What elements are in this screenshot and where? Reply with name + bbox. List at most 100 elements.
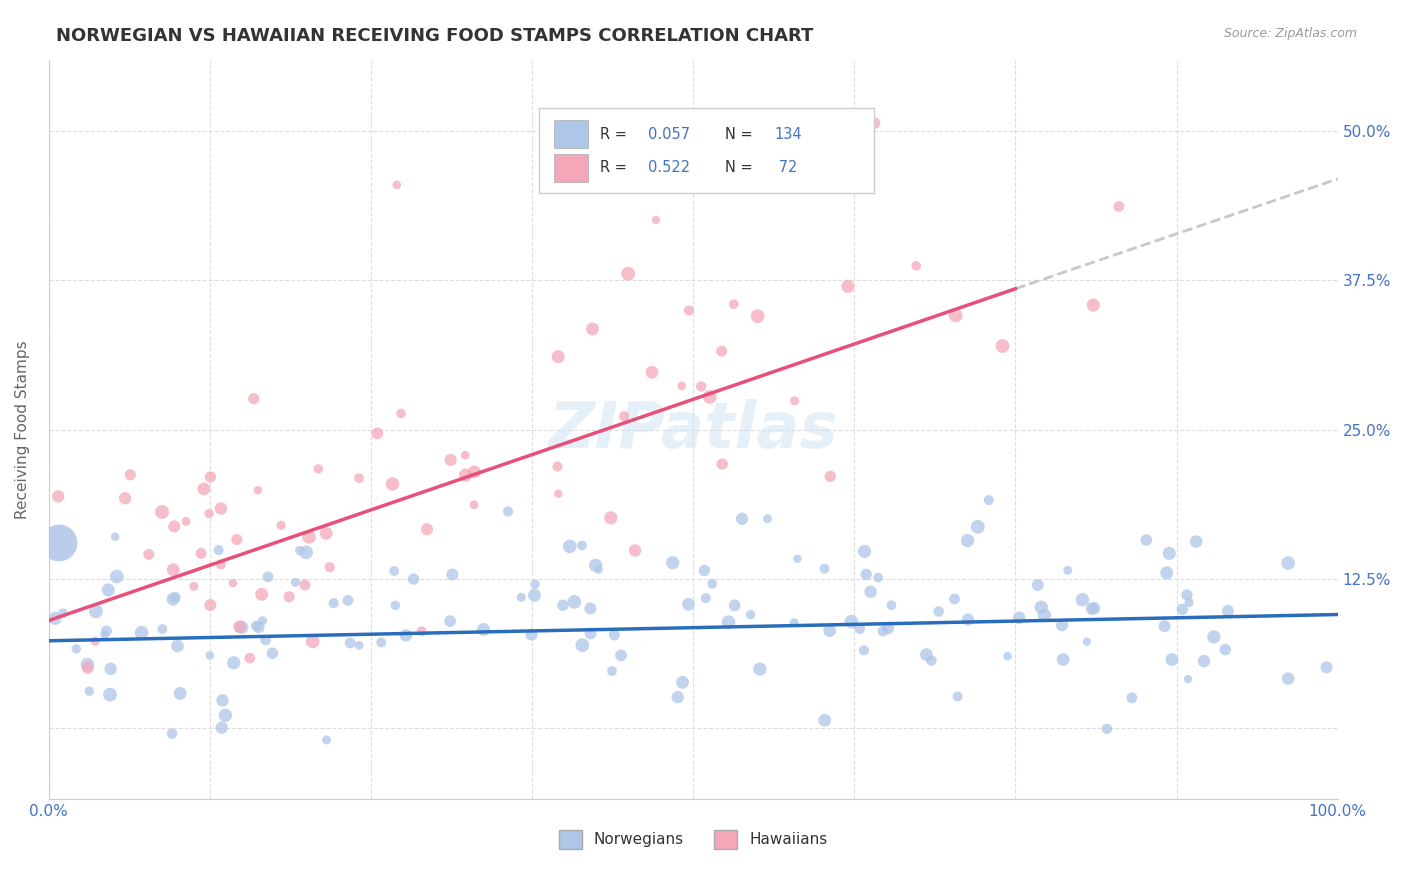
Point bbox=[1076, 634, 1098, 648]
Point bbox=[966, 520, 988, 534]
Point bbox=[1315, 660, 1337, 674]
Point bbox=[138, 548, 160, 562]
Point bbox=[254, 633, 277, 648]
Point bbox=[105, 569, 128, 583]
Point bbox=[381, 477, 404, 491]
Point bbox=[977, 493, 1000, 508]
Point bbox=[997, 649, 1019, 664]
Point bbox=[200, 598, 222, 612]
Point bbox=[84, 634, 107, 648]
Point bbox=[257, 570, 280, 584]
Point bbox=[120, 467, 142, 482]
Point bbox=[246, 483, 269, 498]
Point bbox=[76, 661, 98, 675]
Point bbox=[915, 648, 938, 662]
Point bbox=[98, 688, 121, 702]
Point bbox=[150, 505, 173, 519]
Point bbox=[463, 465, 485, 479]
Point bbox=[336, 593, 359, 607]
Point bbox=[284, 575, 307, 590]
Point bbox=[523, 577, 546, 591]
Point bbox=[624, 543, 647, 558]
Point bbox=[319, 560, 342, 574]
Point bbox=[174, 515, 197, 529]
Point bbox=[441, 567, 464, 582]
Point bbox=[416, 522, 439, 536]
Point bbox=[852, 643, 875, 657]
Point bbox=[472, 623, 495, 637]
Point bbox=[641, 365, 664, 379]
Point bbox=[723, 297, 745, 311]
Text: Source: ZipAtlas.com: Source: ZipAtlas.com bbox=[1223, 27, 1357, 40]
Point bbox=[193, 482, 215, 496]
Point bbox=[370, 635, 392, 649]
Point bbox=[104, 530, 127, 544]
Point bbox=[678, 597, 700, 611]
Point bbox=[1192, 654, 1215, 668]
Point bbox=[841, 615, 863, 629]
Point bbox=[710, 344, 733, 359]
Point bbox=[1052, 652, 1074, 666]
Point bbox=[859, 584, 882, 599]
Point bbox=[1216, 604, 1239, 618]
Legend: Norwegians, Hawaiians: Norwegians, Hawaiians bbox=[553, 824, 834, 855]
Point bbox=[1108, 199, 1130, 213]
FancyBboxPatch shape bbox=[538, 108, 873, 193]
Point bbox=[389, 406, 412, 420]
Point bbox=[547, 487, 569, 501]
Point bbox=[868, 570, 890, 584]
Text: 0.522: 0.522 bbox=[648, 161, 690, 175]
Point bbox=[671, 379, 693, 393]
Point bbox=[558, 540, 581, 554]
Point bbox=[131, 625, 153, 640]
Point bbox=[84, 604, 107, 618]
Point bbox=[783, 393, 806, 408]
Point bbox=[463, 498, 485, 512]
Point bbox=[162, 563, 184, 577]
Point bbox=[1153, 619, 1175, 633]
Point bbox=[546, 459, 568, 474]
Point bbox=[695, 591, 717, 606]
Point bbox=[1202, 630, 1225, 644]
Text: R =: R = bbox=[600, 127, 631, 142]
Point bbox=[853, 544, 876, 558]
Point bbox=[585, 558, 607, 573]
Point bbox=[756, 512, 779, 526]
Point bbox=[270, 518, 292, 533]
Point bbox=[693, 564, 716, 578]
Point bbox=[813, 562, 835, 576]
Point bbox=[1071, 592, 1094, 607]
Bar bbox=[554, 153, 588, 182]
Point bbox=[1083, 298, 1105, 312]
Point bbox=[294, 578, 316, 592]
Point bbox=[666, 690, 689, 705]
Point bbox=[247, 620, 270, 634]
Text: ZIPatlas: ZIPatlas bbox=[548, 399, 838, 460]
Point bbox=[600, 664, 623, 678]
Point bbox=[849, 622, 872, 636]
Point bbox=[288, 543, 311, 558]
Point bbox=[547, 350, 569, 364]
Point bbox=[818, 624, 841, 638]
Point bbox=[198, 507, 221, 521]
Point bbox=[114, 491, 136, 506]
Point bbox=[76, 657, 98, 672]
Point bbox=[190, 546, 212, 560]
Point bbox=[100, 662, 122, 676]
Point bbox=[1050, 618, 1073, 632]
Text: 72: 72 bbox=[775, 161, 797, 175]
Point bbox=[169, 686, 191, 700]
Point bbox=[957, 613, 980, 627]
Point bbox=[946, 690, 969, 704]
Point bbox=[1031, 600, 1053, 615]
Point bbox=[209, 501, 232, 516]
Point bbox=[347, 639, 370, 653]
Point bbox=[262, 646, 284, 660]
Point bbox=[690, 379, 713, 393]
Point bbox=[222, 576, 245, 591]
Point bbox=[863, 116, 886, 130]
Point bbox=[366, 426, 388, 441]
Point bbox=[245, 619, 267, 633]
Point bbox=[1213, 642, 1236, 657]
Point bbox=[48, 536, 70, 550]
